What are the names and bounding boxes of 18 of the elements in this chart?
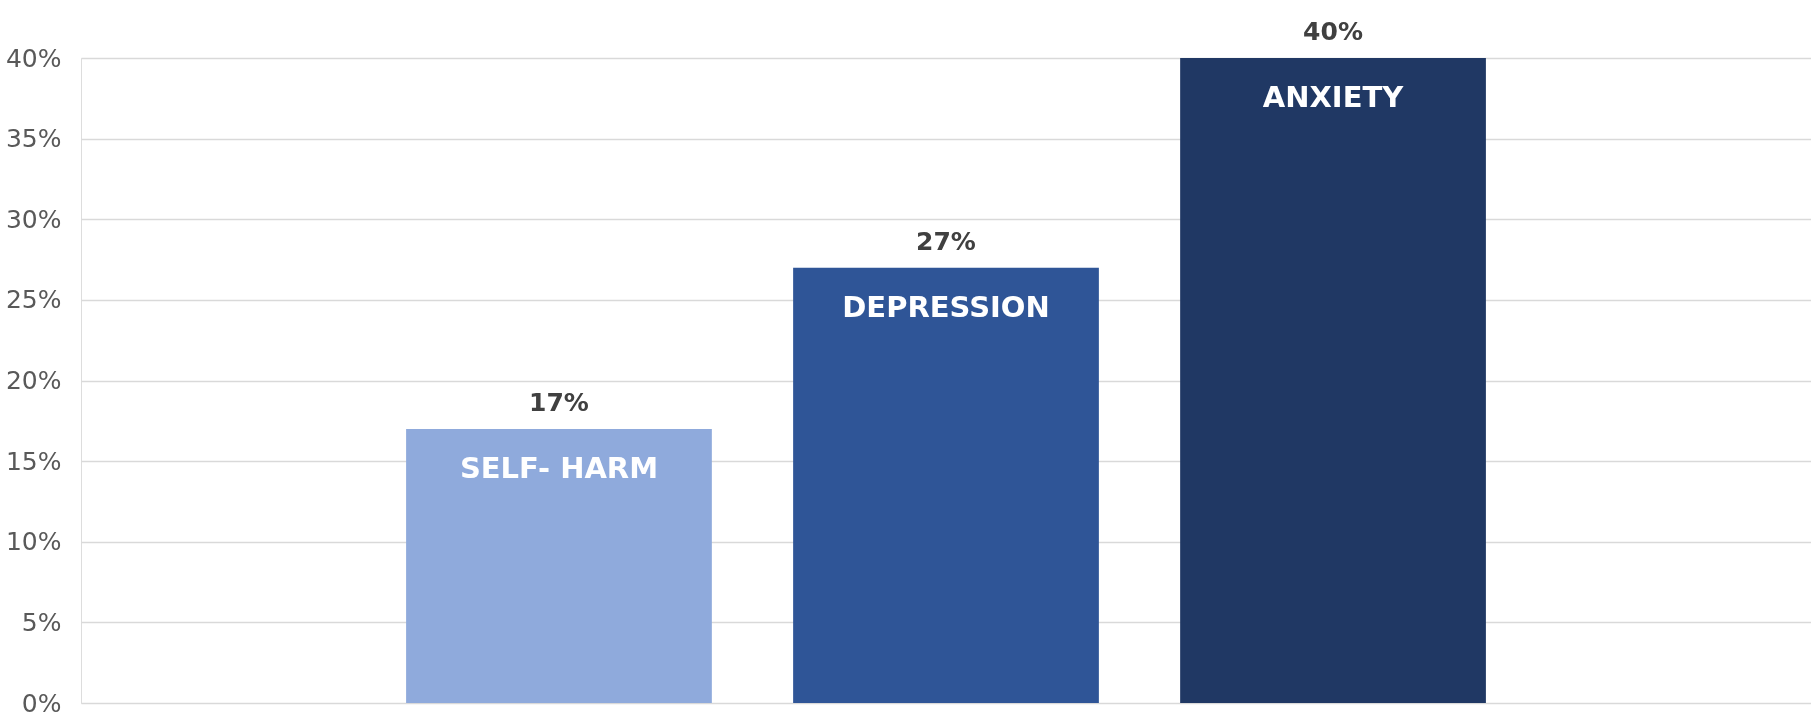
y-tick-label: 30% — [5, 204, 62, 234]
y-tick-label: 10% — [5, 527, 62, 557]
x-tick-label: ANXIETY — [1262, 80, 1405, 114]
bar — [1180, 58, 1486, 703]
bar — [793, 267, 1099, 703]
data-label: 17% — [529, 387, 589, 417]
y-tick-label: 40% — [5, 43, 62, 73]
y-tick-label: 35% — [5, 124, 62, 154]
y-tick-label: 15% — [5, 446, 62, 476]
y-tick-label: 25% — [5, 285, 62, 315]
data-label: 40% — [1303, 17, 1363, 46]
y-tick-label: 0% — [21, 688, 62, 718]
y-tick-label: 5% — [21, 607, 62, 637]
bar — [406, 428, 712, 703]
x-tick-label: SELF- HARM — [459, 450, 659, 485]
x-tick-label: DEPRESSION — [842, 289, 1050, 324]
y-tick-label: 20% — [5, 366, 62, 395]
data-label: 27% — [916, 226, 976, 256]
